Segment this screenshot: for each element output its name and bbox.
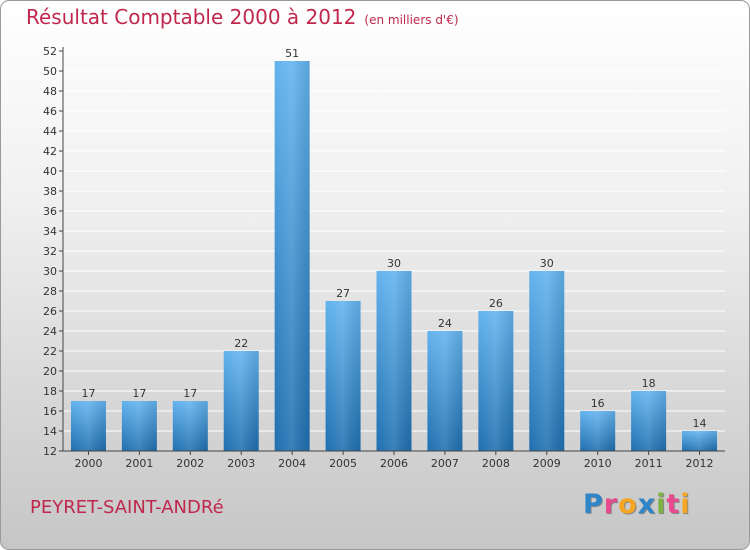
bar-shine-2011 (631, 391, 667, 451)
logo-letter: o (618, 489, 638, 520)
bars (70, 61, 718, 451)
bar-value-label: 22 (234, 337, 248, 350)
town-name: PEYRET-SAINT-ANDRé (30, 497, 224, 518)
y-tick-label: 36 (43, 205, 57, 218)
x-tick-label: 2007 (431, 457, 459, 470)
y-tick-label: 48 (43, 85, 57, 98)
logo-letter: r (603, 489, 619, 520)
x-tick-label: 2012 (686, 457, 714, 470)
bar-value-label: 17 (183, 387, 197, 400)
x-tick-label: 2004 (278, 457, 306, 470)
bar-value-label: 18 (642, 377, 656, 390)
bar-shine-2006 (376, 271, 412, 451)
y-tick-label: 22 (43, 345, 57, 358)
y-tick-label: 46 (43, 105, 57, 118)
bar-shine-2002 (172, 401, 208, 451)
bar-shine-2000 (70, 401, 106, 451)
proxiti-logo[interactable]: Proxiti (583, 489, 691, 520)
bar-shine-2005 (325, 301, 361, 451)
y-tick-label: 24 (43, 325, 57, 338)
y-tick-label: 40 (43, 165, 57, 178)
x-axis-ticks: 2000 2001 2002 2003 2004 2005 2006 2007 2008 2009… (74, 451, 714, 470)
y-tick-label: 26 (43, 305, 57, 318)
y-tick-label: 32 (43, 245, 57, 258)
bar-shine-2009 (529, 271, 565, 451)
bar-value-label: 24 (438, 317, 452, 330)
bar-value-label: 14 (693, 417, 707, 430)
x-tick-label: 2009 (533, 457, 561, 470)
y-tick-label: 42 (43, 145, 57, 158)
y-tick-label: 30 (43, 265, 57, 278)
logo-letter: P (583, 489, 604, 520)
chart-subtitle: (en milliers d'€) (364, 13, 459, 27)
bar-shine-2004 (274, 61, 310, 451)
x-tick-label: 2002 (176, 457, 204, 470)
bar-shine-2001 (121, 401, 157, 451)
y-tick-label: 38 (43, 185, 57, 198)
x-tick-label: 2006 (380, 457, 408, 470)
x-tick-label: 2010 (584, 457, 612, 470)
bar-value-label: 30 (540, 257, 554, 270)
bar-value-label: 16 (591, 397, 605, 410)
x-tick-label: 2000 (74, 457, 102, 470)
y-tick-label: 52 (43, 45, 57, 58)
x-tick-label: 2001 (125, 457, 153, 470)
logo-letter: i (680, 489, 691, 520)
logo-letter: i (656, 489, 667, 520)
y-tick-label: 12 (43, 445, 57, 458)
bar-shine-2007 (427, 331, 463, 451)
bar-shine-2008 (478, 311, 514, 451)
bar-value-label: 51 (285, 47, 299, 60)
logo-letter: x (637, 489, 657, 520)
x-tick-label: 2005 (329, 457, 357, 470)
bar-value-label: 17 (132, 387, 146, 400)
bar-shine-2012 (682, 431, 718, 451)
y-tick-label: 18 (43, 385, 57, 398)
bar-value-label: 30 (387, 257, 401, 270)
y-tick-label: 14 (43, 425, 57, 438)
y-tick-label: 16 (43, 405, 57, 418)
y-tick-label: 28 (43, 285, 57, 298)
logo-letter: t (666, 489, 681, 520)
y-tick-label: 34 (43, 225, 57, 238)
x-tick-label: 2008 (482, 457, 510, 470)
y-tick-label: 44 (43, 125, 57, 138)
chart-title: Résultat Comptable 2000 à 2012 (en millie… (26, 5, 459, 29)
bar-value-label: 27 (336, 287, 350, 300)
bar-shine-2010 (580, 411, 616, 451)
bar-value-label: 26 (489, 297, 503, 310)
bar-shine-2003 (223, 351, 259, 451)
chart-title-text: Résultat Comptable 2000 à 2012 (26, 5, 357, 29)
y-axis-ticks: 12 14 16 18 20 22 24 26 28 30 32 34 36 38 40 42 44 46 48 50… (43, 45, 63, 458)
bar-value-label: 17 (81, 387, 95, 400)
bar-value-labels: 17 17 17 22 51 27 30 24 26 30 16 18 14 (81, 47, 706, 430)
y-tick-label: 20 (43, 365, 57, 378)
x-tick-label: 2003 (227, 457, 255, 470)
x-tick-label: 2011 (635, 457, 663, 470)
y-tick-label: 50 (43, 65, 57, 78)
